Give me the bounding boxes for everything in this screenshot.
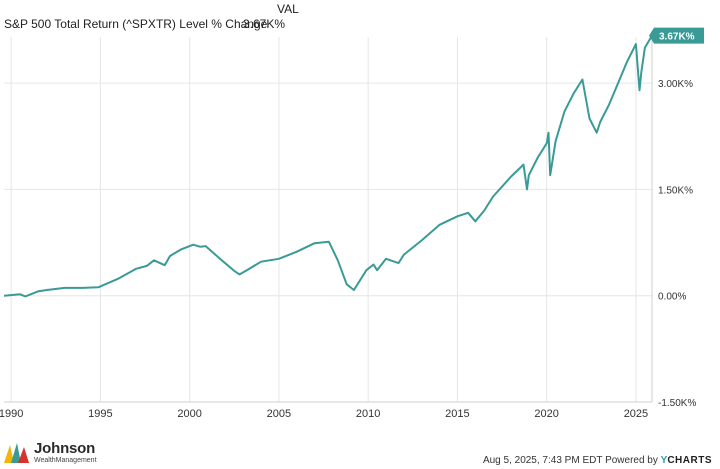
x-tick-label: 2010 xyxy=(356,408,380,420)
ycharts-y-icon: Y xyxy=(660,455,668,466)
footer-attribution: Aug 5, 2025, 7:43 PM EDT Powered by YCHA… xyxy=(483,455,712,466)
end-value-badge xyxy=(649,27,704,44)
y-tick-label: 0.00% xyxy=(658,292,686,303)
y-tick-label: -1.50K% xyxy=(658,398,696,409)
y-tick-label: 1.50K% xyxy=(658,185,693,196)
x-tick-label: 1995 xyxy=(88,408,112,420)
legend-series-name[interactable]: S&P 500 Total Return (^SPXTR) Level % Ch… xyxy=(4,17,268,31)
company-logo: Johnson WealthManagement xyxy=(4,438,134,466)
johnson-logo-icon xyxy=(4,443,29,463)
ycharts-logo-text[interactable]: CHARTS xyxy=(667,455,712,466)
y-tick-label: 3.00K% xyxy=(658,79,693,90)
brand-name: Johnson xyxy=(34,440,96,457)
powered-by-label: Powered by xyxy=(605,455,658,466)
x-tick-label: 2020 xyxy=(534,408,558,420)
brand-subtitle: WealthManagement xyxy=(34,457,97,464)
chart-legend: VAL S&P 500 Total Return (^SPXTR) Level … xyxy=(0,0,720,34)
legend-column-header: VAL xyxy=(277,2,299,16)
x-tick-label: 2025 xyxy=(624,408,648,420)
legend-series-value: 3.67K% xyxy=(243,17,286,31)
timestamp: Aug 5, 2025, 7:43 PM EDT xyxy=(482,455,603,466)
x-tick-label: 1990 xyxy=(0,408,23,420)
x-tick-label: 2005 xyxy=(267,408,291,420)
end-value-label: 3.67K% xyxy=(659,32,695,43)
x-tick-label: 2015 xyxy=(445,408,469,420)
series-line xyxy=(3,35,653,298)
x-tick-label: 2000 xyxy=(177,408,201,420)
